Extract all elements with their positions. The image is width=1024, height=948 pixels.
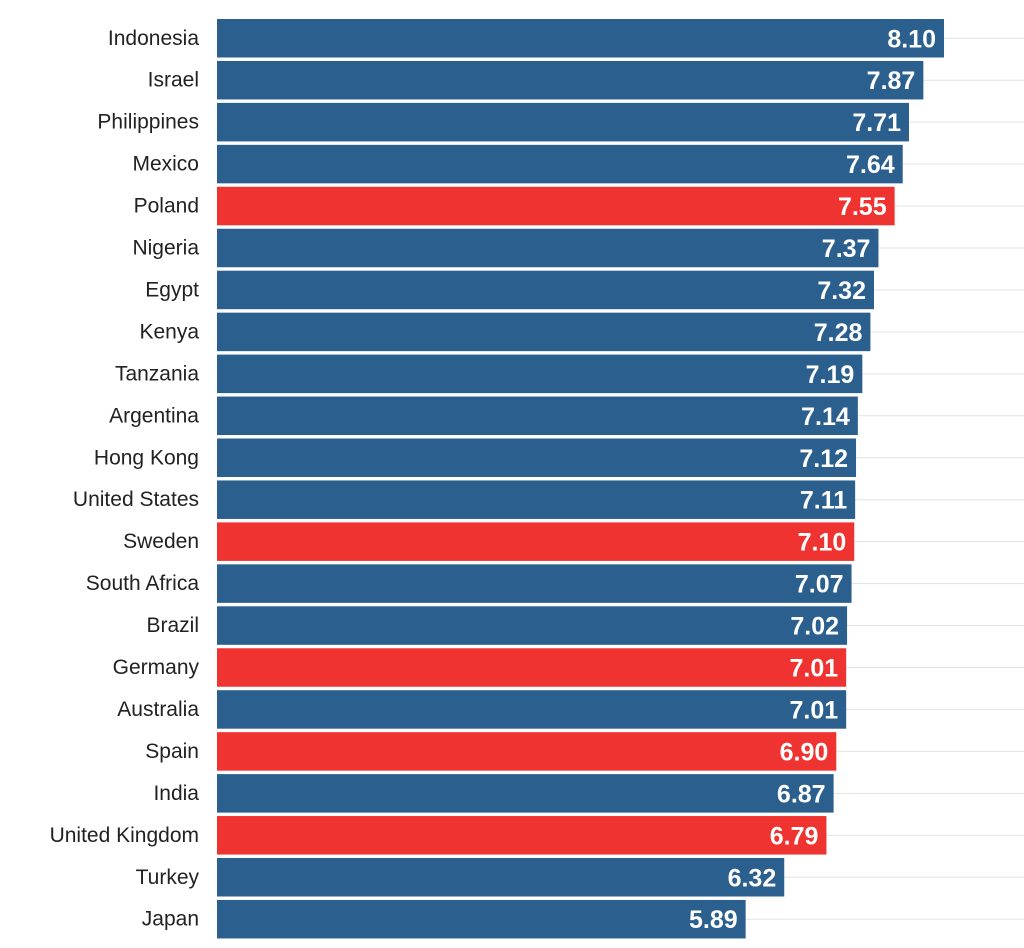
- value-label: 5.89: [689, 906, 738, 934]
- bar: [217, 480, 856, 519]
- value-label: 7.28: [814, 319, 863, 347]
- bar: [217, 564, 852, 603]
- category-label: United Kingdom: [50, 824, 199, 847]
- value-label: 7.64: [846, 151, 895, 179]
- bar: [217, 774, 834, 813]
- bar: [217, 60, 924, 100]
- category-label: Mexico: [132, 153, 199, 176]
- category-label: Philippines: [97, 111, 199, 134]
- value-label: 7.32: [817, 277, 866, 305]
- value-label: 7.02: [790, 613, 839, 641]
- bar: [217, 690, 847, 729]
- value-label: 8.10: [887, 25, 936, 53]
- category-labels: Indonesia Israel Philippines Mexico Poland Ni…: [50, 27, 200, 931]
- value-label: 7.55: [838, 193, 887, 221]
- bars: [217, 19, 944, 939]
- bar: [217, 228, 879, 268]
- category-label: Sweden: [123, 530, 199, 553]
- bar: [217, 19, 944, 58]
- value-label: 6.87: [777, 780, 826, 808]
- category-label: Indonesia: [108, 27, 199, 50]
- bar: [217, 858, 785, 897]
- value-label: 7.37: [822, 235, 871, 263]
- category-label: Turkey: [136, 866, 200, 889]
- value-label: 7.19: [806, 361, 855, 389]
- bar: [217, 186, 895, 226]
- category-label: Australia: [117, 698, 199, 721]
- category-label: India: [153, 782, 199, 805]
- bar: [217, 102, 909, 142]
- value-label: 7.14: [801, 403, 850, 431]
- bar: [217, 648, 847, 687]
- bar: [217, 396, 858, 436]
- bar: [217, 732, 837, 771]
- category-label: Kenya: [139, 320, 199, 343]
- category-label: South Africa: [86, 572, 200, 595]
- value-label: 7.12: [799, 445, 848, 473]
- bar: [217, 899, 746, 939]
- bar: [217, 606, 848, 645]
- category-label: United States: [73, 488, 199, 511]
- category-label: Israel: [148, 69, 199, 92]
- category-label: Germany: [113, 656, 200, 679]
- value-label: 6.90: [780, 738, 829, 766]
- category-label: Poland: [134, 195, 199, 218]
- value-label: 7.10: [798, 529, 847, 557]
- value-label: 7.01: [789, 696, 838, 724]
- value-labels: 8.10 7.87 7.71 7.64 7.55 7.37 7.32 7.28 7.19 7.14…: [689, 25, 936, 934]
- value-label: 7.87: [867, 67, 916, 95]
- category-label: Tanzania: [115, 362, 199, 385]
- value-label: 7.71: [852, 109, 901, 137]
- value-label: 7.11: [800, 487, 847, 515]
- category-label: Japan: [142, 908, 199, 931]
- category-label: Spain: [145, 740, 199, 763]
- value-label: 7.07: [795, 571, 844, 599]
- value-label: 6.79: [770, 822, 819, 850]
- bar: [217, 270, 874, 310]
- category-label: Egypt: [145, 278, 199, 301]
- bar: [217, 354, 863, 394]
- category-label: Argentina: [109, 404, 199, 427]
- bar: [217, 144, 903, 184]
- bar: [217, 312, 871, 352]
- value-label: 6.32: [728, 864, 777, 892]
- category-label: Brazil: [146, 614, 199, 637]
- bar: [217, 438, 857, 477]
- category-label: Nigeria: [132, 237, 199, 260]
- value-label: 7.01: [789, 655, 838, 683]
- bar: [217, 522, 855, 561]
- category-label: Hong Kong: [94, 446, 199, 469]
- bar: [217, 816, 827, 855]
